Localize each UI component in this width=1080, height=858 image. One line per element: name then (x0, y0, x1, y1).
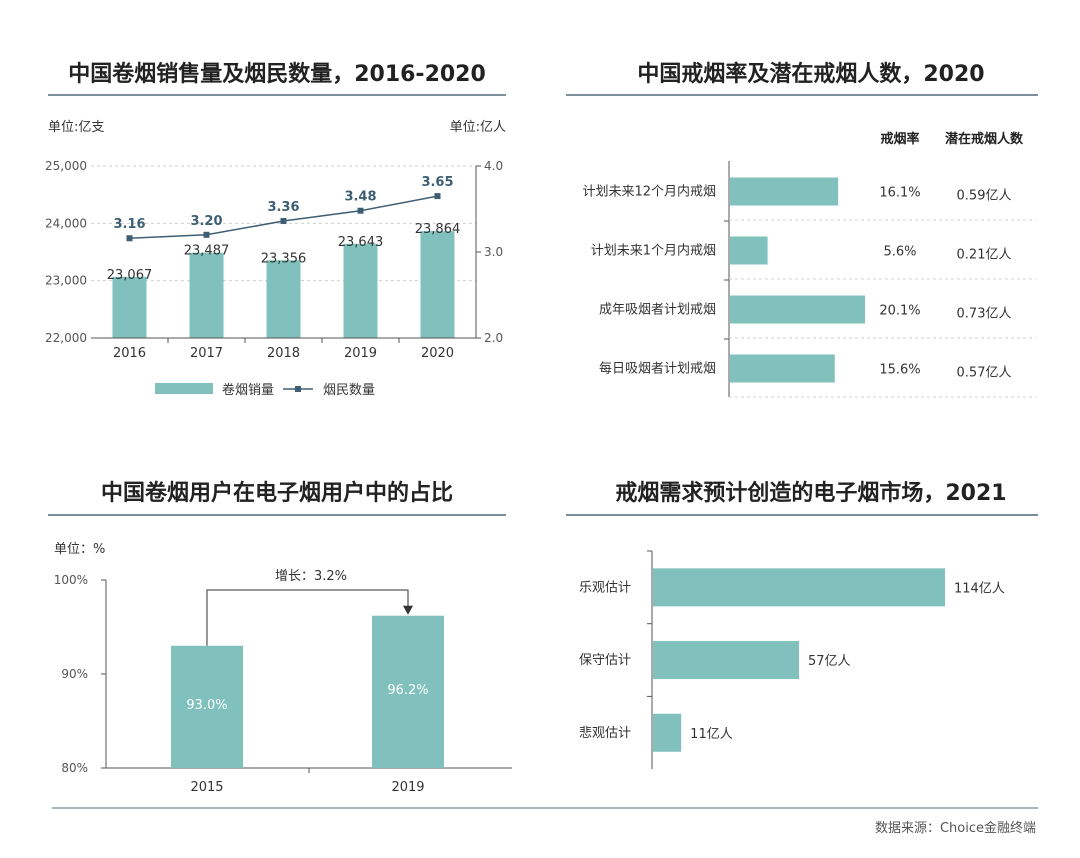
source-note: 数据来源：Choice金融终端 (875, 820, 1036, 836)
sales-bar (189, 252, 224, 338)
sales-bar (266, 260, 301, 338)
year-label: 2020 (421, 346, 454, 361)
sales-bar-label: 23,487 (184, 244, 230, 259)
share-year-label: 2015 (190, 780, 223, 795)
year-label: 2017 (190, 346, 223, 361)
market-value-label: 11亿人 (690, 727, 733, 742)
quit-rate-label: 5.6% (883, 245, 916, 260)
potential-quitters-label: 0.59亿人 (957, 189, 1012, 204)
cigarette-share-chart: 中国卷烟用户在电子烟用户中的占比 单位：% 80% 90% 100% 93.0% 20… (48, 480, 512, 795)
chart1-title: 中国卷烟销售量及烟民数量，2016-2020 (68, 61, 486, 87)
quit-category-label: 计划未来12个月内戒烟 (582, 184, 716, 200)
chart4-title: 戒烟需求预计创造的电子烟市场，2021 (615, 480, 1006, 506)
growth-arrowhead (403, 605, 413, 615)
chart1-right-unit: 单位:亿人 (450, 120, 506, 135)
quit-rate-bar (730, 354, 835, 383)
left-tick-label: 22,000 (45, 331, 87, 345)
market-bar (653, 641, 799, 680)
smokers-point (357, 207, 364, 214)
year-label: 2019 (344, 346, 377, 361)
growth-annotation: 增长：3.2% (275, 569, 347, 584)
left-tick-label: 24,000 (45, 216, 87, 230)
chart3-unit: 单位：% (54, 542, 105, 557)
share-tick-label: 80% (61, 761, 88, 775)
growth-arrow (206, 589, 409, 646)
chart1-left-unit: 单位:亿支 (48, 120, 104, 135)
legend-bar-label: 卷烟销量 (222, 382, 274, 398)
quit-rate-label: 15.6% (879, 363, 920, 378)
sales-bar (343, 243, 378, 338)
sales-bar-label: 23,643 (338, 235, 384, 250)
market-bar (653, 568, 945, 607)
share-tick-label: 90% (61, 667, 88, 681)
potential-quitters-label: 0.21亿人 (957, 248, 1012, 263)
market-value-label: 57亿人 (808, 654, 851, 669)
market-value-label: 114亿人 (954, 581, 1005, 596)
quit-category-label: 计划未来1个月内戒烟 (591, 243, 716, 259)
left-tick-label: 25,000 (45, 159, 87, 173)
sales-bar-label: 23,864 (415, 222, 461, 237)
sales-bar-label: 23,356 (261, 251, 307, 266)
smokers-point (203, 231, 210, 238)
sales-bar (112, 276, 147, 338)
market-category-label: 乐观估计 (579, 580, 631, 595)
year-label: 2016 (113, 346, 146, 361)
potential-quitters-label: 0.73亿人 (957, 307, 1012, 322)
quit-rate-bar (730, 295, 865, 324)
quit-category-label: 每日吸烟者计划戒烟 (599, 361, 716, 377)
right-tick-label: 2.0 (484, 331, 503, 345)
potential-quitters-label: 0.57亿人 (957, 366, 1012, 381)
quit-rate-label: 20.1% (879, 304, 920, 319)
smokers-point (280, 218, 287, 225)
share-bar (372, 615, 444, 768)
market-bar (653, 713, 682, 752)
chart2-title: 中国戒烟率及潜在戒烟人数，2020 (637, 61, 984, 87)
quit-rate-label: 16.1% (879, 186, 920, 201)
smokers-point (126, 235, 133, 242)
market-category-label: 悲观估计 (579, 725, 631, 741)
share-bar (171, 645, 243, 768)
left-tick-label: 23,000 (45, 274, 87, 288)
share-bar-label: 96.2% (387, 683, 428, 698)
share-bar-label: 93.0% (186, 698, 227, 713)
year-label: 2018 (267, 346, 300, 361)
smokers-point-label: 3.65 (421, 175, 453, 190)
smokers-point-label: 3.20 (190, 214, 222, 229)
market-category-label: 保守估计 (579, 653, 631, 668)
quit-rate-chart: 中国戒烟率及潜在戒烟人数，2020 戒烟率 潜在戒烟人数 计划未来12个月内戒烟… (566, 61, 1038, 398)
chart2-header-rate: 戒烟率 (880, 131, 919, 147)
legend-bar-swatch (155, 383, 213, 394)
smokers-point-label: 3.36 (267, 200, 299, 215)
right-tick-label: 4.0 (484, 159, 503, 173)
quit-rate-bar (730, 177, 839, 206)
quit-category-label: 成年吸烟者计划戒烟 (599, 303, 716, 318)
sales-bar (420, 231, 455, 338)
legend-line-marker (295, 386, 301, 392)
smokers-point (434, 193, 441, 200)
quit-rate-bar (730, 236, 768, 265)
smokers-point-label: 3.48 (344, 190, 376, 205)
chart3-title: 中国卷烟用户在电子烟用户中的占比 (101, 480, 453, 506)
chart2-header-people: 潜在戒烟人数 (945, 131, 1024, 147)
legend-line-label: 烟民数量 (323, 383, 375, 398)
share-year-label: 2019 (391, 780, 424, 795)
smokers-point-label: 3.16 (113, 217, 145, 232)
sales-smokers-chart: 中国卷烟销售量及烟民数量，2016-2020 单位:亿支 单位:亿人 22,00… (45, 61, 506, 398)
sales-bar-label: 23,067 (107, 268, 153, 283)
share-tick-label: 100% (54, 573, 88, 587)
right-tick-label: 3.0 (484, 245, 503, 259)
